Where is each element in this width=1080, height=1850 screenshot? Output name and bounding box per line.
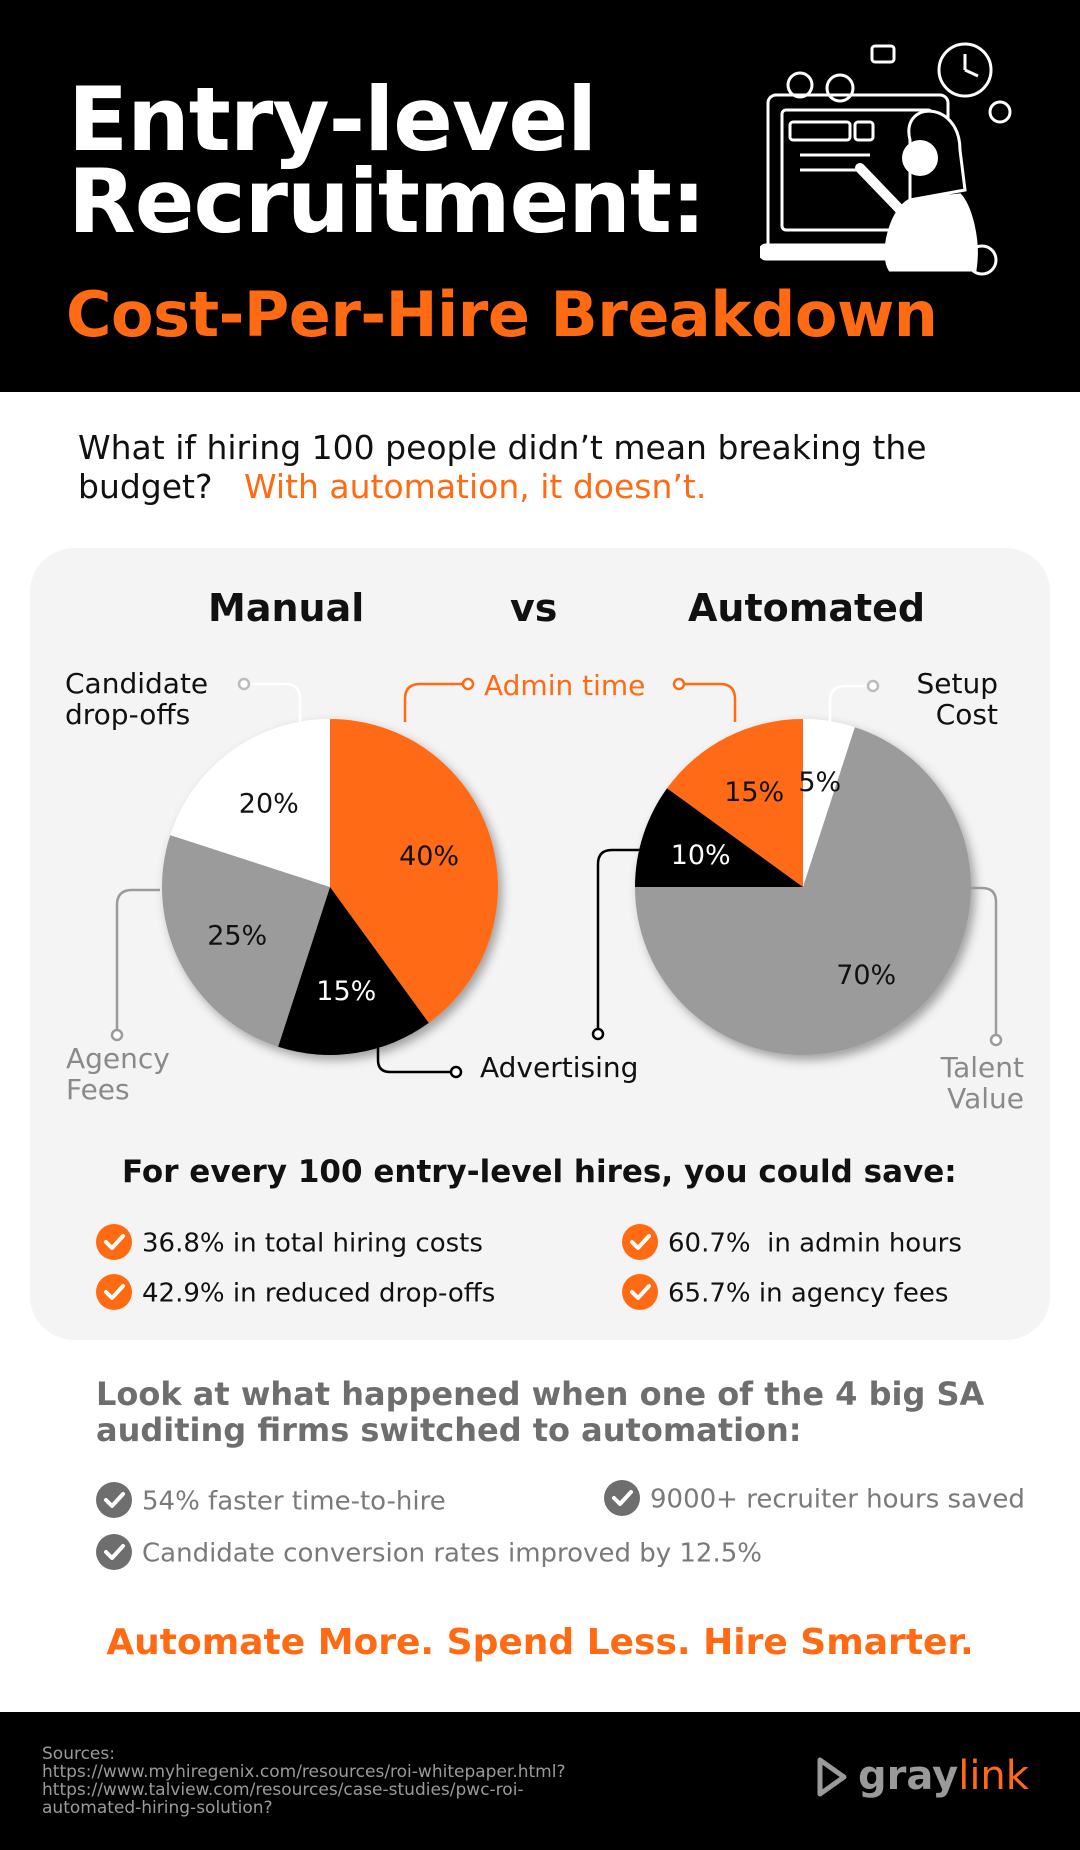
- automated-pie: [635, 719, 972, 1055]
- callout-line-agency: [115, 888, 160, 1030]
- label-candidate-dropoffs: Candidate drop-offs: [65, 668, 208, 730]
- check-icon: [622, 1274, 658, 1310]
- label-talent-line1: Talent: [940, 1051, 1024, 1084]
- source-link-2-line1[interactable]: https://www.talview.com/resources/case-s…: [42, 1780, 524, 1800]
- case-study-heading: Look at what happened when one of the 4 …: [96, 1375, 985, 1449]
- label-candidate-line1: Candidate: [65, 667, 209, 700]
- case-study-item: Candidate conversion rates improved by 1…: [96, 1534, 762, 1572]
- label-setup-cost: Setup Cost: [880, 667, 999, 731]
- check-icon: [96, 1534, 132, 1570]
- callout-line-setup: [828, 684, 872, 722]
- logo-link: link: [958, 1753, 1029, 1799]
- pie-slice-admin-time: [330, 719, 498, 1023]
- case-study-item: 9000+ recruiter hours saved: [604, 1480, 1025, 1518]
- call-to-action: Automate More. Spend Less. Hire Smarter.: [106, 1622, 974, 1663]
- case-study-text: 9000+ recruiter hours saved: [650, 1484, 1025, 1515]
- subtitle: Cost-Per-Hire Breakdown: [66, 278, 938, 351]
- savings-item: 60.7% in admin hours: [622, 1224, 962, 1262]
- pie-slice-talent-value: [635, 727, 972, 1055]
- vs-label: vs: [510, 586, 558, 630]
- manual-heading: Manual: [208, 586, 365, 630]
- label-agency-line2: Fees: [66, 1073, 130, 1106]
- callout-line-advertising: [376, 1040, 452, 1074]
- footer: [0, 1712, 1080, 1850]
- callout-line-admin-auto: [679, 682, 737, 722]
- label-candidate-line2: drop-offs: [65, 698, 191, 731]
- pie-value-label: 25%: [207, 920, 267, 951]
- title-line-2: Recruitment:: [68, 150, 706, 253]
- check-icon: [96, 1482, 132, 1518]
- pie-value-label: 20%: [239, 789, 299, 820]
- case-study-text: 54% faster time-to-hire: [142, 1486, 446, 1517]
- case-study-text: Candidate conversion rates improved by 1…: [142, 1538, 762, 1569]
- check-icon: [96, 1274, 132, 1310]
- callout-line-talent: [970, 886, 998, 1036]
- callout-dot-agency: [110, 1028, 124, 1042]
- intro-answer: With automation, it doesn’t.: [244, 467, 707, 506]
- check-icon: [96, 1224, 132, 1260]
- pie-value-label: 10%: [671, 840, 731, 871]
- sources-label: Sources:: [42, 1744, 115, 1764]
- callout-dot-admin-auto: [672, 677, 686, 691]
- pie-value-label: 5%: [798, 767, 841, 798]
- callout-line-candidate: [244, 682, 302, 722]
- case-study-item: 54% faster time-to-hire: [96, 1482, 446, 1520]
- pie-charts: 40% 15% 25% 20% 5% 70% 10% 15%: [110, 677, 1003, 1079]
- graylink-logo-text: graylink: [858, 1752, 1029, 1800]
- label-talent-line2: Value: [947, 1082, 1024, 1115]
- pie-value-label: 15%: [316, 976, 376, 1007]
- callout-line-advertising-auto: [596, 848, 640, 1030]
- pie-slice-admin-time: [667, 719, 803, 887]
- pie-value-label: 40%: [399, 841, 459, 872]
- savings-heading: For every 100 entry-level hires, you cou…: [122, 1154, 957, 1190]
- callout-line-admin-manual: [403, 682, 468, 722]
- savings-text: 60.7% in admin hours: [668, 1228, 962, 1259]
- recruiter-illustration: [760, 42, 1012, 276]
- savings-text: 42.9% in reduced drop-offs: [142, 1278, 496, 1309]
- pie-value-label: 15%: [724, 777, 784, 808]
- label-setup-line1: Setup: [916, 667, 999, 700]
- callout-dot-admin-manual: [461, 677, 475, 691]
- check-icon: [622, 1224, 658, 1260]
- title-line-1: Entry-level: [68, 68, 597, 171]
- label-agency-fees: Agency Fees: [66, 1043, 170, 1105]
- pie-slice-candidate-drop-offs: [170, 719, 330, 887]
- savings-item: 36.8% in total hiring costs: [96, 1224, 483, 1262]
- pie-slice-advertising: [278, 887, 429, 1055]
- savings-text: 65.7% in agency fees: [668, 1278, 949, 1309]
- callout-dot-candidate: [237, 677, 251, 691]
- graylink-logo-icon: [817, 1757, 847, 1797]
- pie-slice-agency-fees: [161, 835, 330, 1047]
- logo-gray: gray: [858, 1753, 959, 1799]
- savings-text: 36.8% in total hiring costs: [142, 1228, 483, 1259]
- callout-dot-talent: [989, 1033, 1003, 1047]
- source-link-1[interactable]: https://www.myhiregenix.com/resources/ro…: [42, 1762, 566, 1782]
- label-setup-line2: Cost: [935, 698, 998, 731]
- pie-slice-advertising: [635, 788, 803, 887]
- intro-text: What if hiring 100 people didn’t mean br…: [78, 428, 1038, 506]
- pie-slice-setup-cost: [803, 719, 855, 887]
- label-admin-time: Admin time: [484, 669, 646, 702]
- intro-question: What if hiring 100 people didn’t mean br…: [78, 428, 927, 506]
- callout-dot-advertising-auto: [591, 1027, 605, 1041]
- callout-dot-advertising: [449, 1065, 463, 1079]
- savings-item: 42.9% in reduced drop-offs: [96, 1274, 496, 1312]
- label-agency-line1: Agency: [66, 1042, 170, 1075]
- label-talent-value: Talent Value: [900, 1052, 1024, 1114]
- check-icon: [604, 1480, 640, 1516]
- label-advertising: Advertising: [480, 1051, 639, 1084]
- source-link-2-line2[interactable]: automated-hiring-solution?: [42, 1798, 273, 1818]
- savings-item: 65.7% in agency fees: [622, 1274, 949, 1312]
- manual-pie: [161, 719, 498, 1055]
- callout-dot-setup: [866, 679, 880, 693]
- pie-value-label: 70%: [836, 960, 896, 991]
- automated-heading: Automated: [688, 586, 926, 630]
